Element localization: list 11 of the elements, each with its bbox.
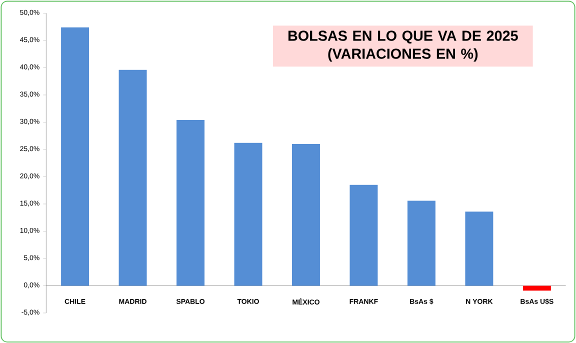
bar [61,27,90,286]
bar [118,70,147,286]
bar [350,184,378,286]
bar [522,286,551,291]
text: BOLSAS EN LO QUE VA DE 2025 [288,30,518,44]
bar [407,200,436,286]
bar [234,142,262,286]
text: (VARIACIONES EN %) [328,48,478,62]
bar [176,120,204,286]
bar [465,212,494,286]
bar [292,144,320,286]
